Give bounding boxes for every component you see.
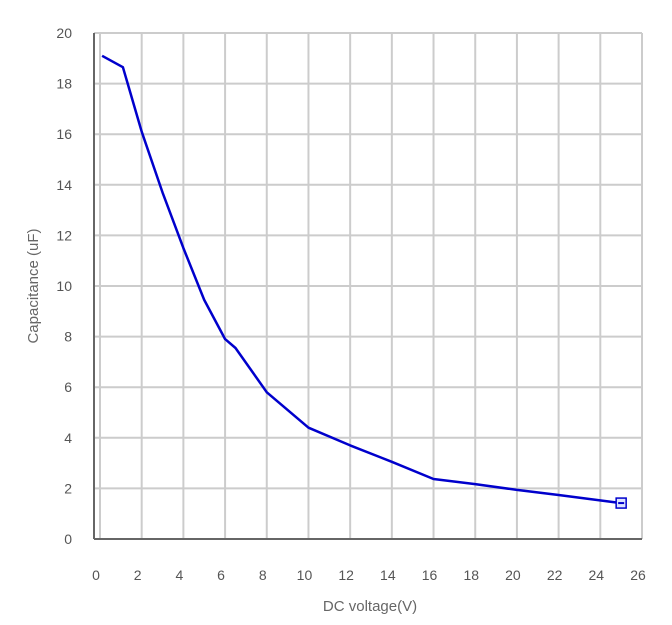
- y-tick-label: 2: [64, 480, 72, 496]
- y-tick-label: 6: [64, 379, 72, 395]
- x-tick-label: 14: [380, 567, 396, 583]
- y-tick-labels: 0 2 4 6 8 10 12 14 16 18 20: [56, 25, 72, 547]
- grid: [94, 32, 643, 540]
- y-tick-label: 10: [56, 278, 72, 294]
- x-tick-label: 0: [92, 567, 100, 583]
- series: [101, 54, 627, 509]
- x-tick-labels: 0 2 4 6 8 10 12 14 16 18 20 22 24 26: [92, 567, 646, 583]
- axes: [93, 33, 642, 540]
- series-line: [101, 54, 622, 505]
- y-axis-title: Capacitance (uF): [25, 228, 42, 343]
- y-tick-label: 20: [56, 25, 72, 41]
- x-tick-label: 2: [134, 567, 142, 583]
- x-tick-label: 18: [463, 567, 479, 583]
- y-tick-label: 0: [64, 531, 72, 547]
- x-tick-label: 10: [297, 567, 313, 583]
- y-tick-label: 14: [56, 177, 72, 193]
- x-tick-label: 16: [422, 567, 438, 583]
- x-tick-label: 12: [338, 567, 354, 583]
- y-tick-label: 12: [56, 227, 72, 243]
- x-tick-label: 22: [547, 567, 563, 583]
- y-tick-label: 8: [64, 329, 72, 345]
- x-tick-label: 4: [175, 567, 183, 583]
- x-tick-label: 20: [505, 567, 521, 583]
- x-tick-label: 26: [630, 567, 646, 583]
- x-axis-title: DC voltage(V): [323, 598, 417, 615]
- y-tick-label: 18: [56, 76, 72, 92]
- x-tick-label: 24: [589, 567, 605, 583]
- x-tick-label: 6: [217, 567, 225, 583]
- x-tick-label: 8: [259, 567, 267, 583]
- y-tick-label: 16: [56, 126, 72, 142]
- y-tick-label: 4: [64, 430, 72, 446]
